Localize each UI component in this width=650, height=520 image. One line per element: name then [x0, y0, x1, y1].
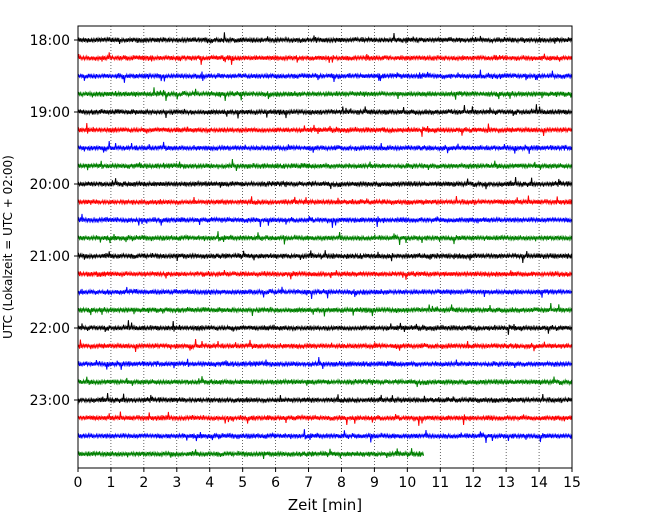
plot-frame	[77, 25, 573, 469]
trace-1915	[77, 123, 573, 137]
trace-2300	[77, 393, 573, 406]
y-tick-label: 23:00	[30, 393, 70, 409]
trace-1945	[77, 158, 573, 171]
trace-1930	[77, 140, 573, 154]
x-axis-label: Zeit [min]	[288, 496, 362, 514]
trace-2230	[77, 356, 573, 370]
trace-2245	[77, 376, 573, 388]
x-tick-label: 9	[370, 475, 379, 491]
x-tick-label: 3	[172, 475, 181, 491]
trace-2000	[77, 177, 573, 190]
trace-1830	[77, 69, 573, 83]
x-tick-label: 8	[337, 475, 346, 491]
y-tick-label: 20:00	[30, 177, 70, 193]
plot-area	[78, 26, 572, 468]
x-tick-label: 12	[464, 475, 482, 491]
trace-2030	[77, 213, 573, 228]
trace-2345	[77, 448, 425, 460]
trace-2215	[77, 338, 573, 353]
trace-2130	[77, 286, 573, 299]
x-tick-label: 13	[497, 475, 515, 491]
trace-2100	[77, 250, 573, 264]
y-tick-label: 18:00	[30, 33, 70, 49]
x-axis-ticks: 0 1 2 3 4 5 6 7 8 9 10 11 12 13 14 15	[74, 468, 581, 491]
x-tick-label: 7	[304, 475, 313, 491]
x-tick-label: 11	[431, 475, 449, 491]
x-tick-label: 2	[139, 475, 148, 491]
trace-2145	[77, 303, 573, 317]
trace-1800	[77, 32, 573, 45]
x-tick-label: 6	[271, 475, 280, 491]
trace-1900	[77, 104, 573, 119]
trace-2045	[77, 231, 573, 246]
seismogram-traces	[77, 32, 573, 460]
trace-2330	[77, 429, 573, 444]
trace-2015	[77, 195, 573, 206]
y-tick-label: 21:00	[30, 249, 70, 265]
y-tick-label: 22:00	[30, 321, 70, 337]
y-axis-ticks: 18:00 19:00 20:00 21:00 22:00 23:00	[30, 33, 78, 409]
x-tick-label: 10	[398, 475, 416, 491]
x-tick-label: 14	[530, 475, 548, 491]
trace-2315	[77, 411, 573, 426]
x-tick-label: 5	[238, 475, 247, 491]
x-tick-label: 15	[563, 475, 581, 491]
x-tick-label: 0	[74, 475, 83, 491]
trace-1815	[77, 52, 573, 65]
trace-1845	[77, 87, 573, 102]
trace-2200	[77, 320, 573, 335]
y-axis-label: UTC (Lokalzeit = UTC + 02:00)	[1, 155, 15, 339]
x-tick-label: 1	[106, 475, 115, 491]
y-tick-label: 19:00	[30, 105, 70, 121]
trace-2115	[77, 270, 573, 280]
x-tick-label: 4	[205, 475, 214, 491]
